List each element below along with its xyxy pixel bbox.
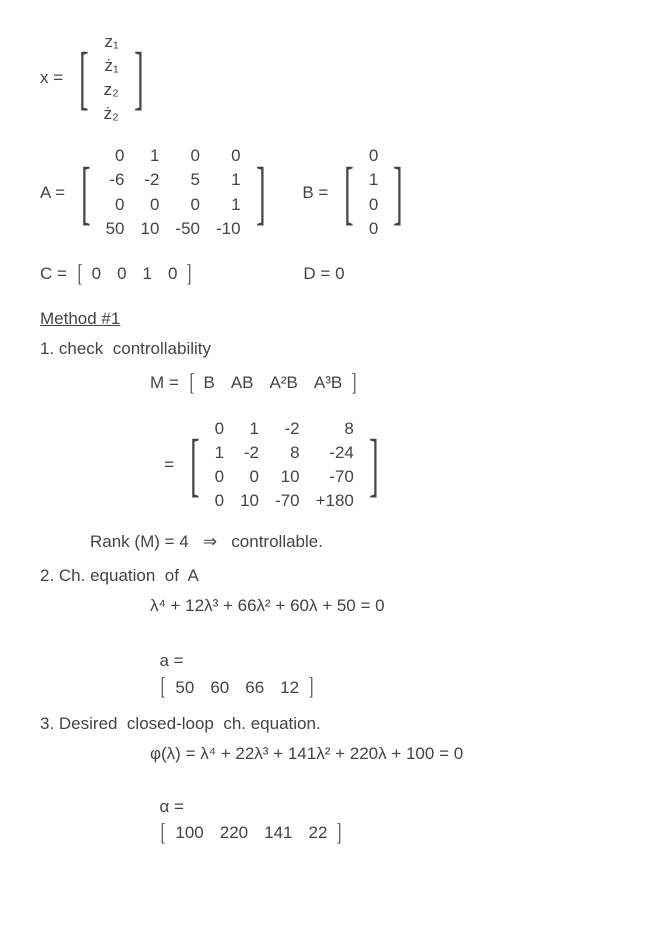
M-label: M = bbox=[150, 372, 179, 394]
method-title: Method #1 bbox=[40, 308, 609, 330]
C-D-row: C = [ 0010 ] D = 0 bbox=[40, 259, 609, 290]
a-label: a = bbox=[159, 650, 183, 672]
A-label: A = bbox=[40, 182, 65, 204]
A-definition: A = [ 0100 -6-251 0001 5010-50-10 ] bbox=[40, 144, 272, 240]
C-definition: C = [ 0010 ] bbox=[40, 259, 193, 290]
step3-title: 3. Desired closed-loop ch. equation. bbox=[40, 713, 609, 735]
A-matrix: [ 0100 -6-251 0001 5010-50-10 ] bbox=[74, 144, 273, 240]
C-matrix: [ 0010 ] bbox=[76, 259, 194, 290]
M-header-matrix: [ BABA²BA³B ] bbox=[188, 368, 359, 399]
alpha-vector: α = [ 10022014122 ] bbox=[150, 773, 609, 849]
alpha-label: α = bbox=[159, 796, 183, 818]
M-matrix: [ 01-28 1-28-24 0010-70 010-70+180 ] bbox=[183, 417, 386, 513]
cell: ż₂ bbox=[96, 102, 127, 126]
step2-title: 2. Ch. equation of A bbox=[40, 565, 609, 587]
C-label: C = bbox=[40, 263, 67, 285]
cell: ż₁ bbox=[96, 54, 127, 78]
cell: z₂ bbox=[96, 78, 127, 102]
step1-title: 1. check controllability bbox=[40, 338, 609, 360]
B-matrix: [ 0 1 0 0 ] bbox=[337, 144, 410, 240]
a-vector: a = [ 50606612 ] bbox=[150, 627, 609, 703]
x-matrix: [ z₁ ż₁ z₂ ż₂ ] bbox=[72, 30, 151, 126]
B-label: B = bbox=[302, 182, 328, 204]
cell: z₁ bbox=[96, 30, 127, 54]
x-definition: x = [ z₁ ż₁ z₂ ż₂ ] bbox=[40, 30, 609, 126]
x-label: x = bbox=[40, 67, 63, 89]
A-B-row: A = [ 0100 -6-251 0001 5010-50-10 ] B = … bbox=[40, 144, 609, 240]
M-header-line: M = [ BABA²BA³B ] bbox=[150, 368, 609, 399]
rank-line: Rank (M) = 4 ⇒ controllable. bbox=[90, 531, 609, 553]
a-matrix: [ 50606612 ] bbox=[159, 672, 315, 703]
phi-eq: φ(λ) = λ⁴ + 22λ³ + 141λ² + 220λ + 100 = … bbox=[150, 743, 609, 765]
B-definition: B = [ 0 1 0 0 ] bbox=[302, 144, 410, 240]
alpha-matrix: [ 10022014122 ] bbox=[159, 818, 343, 849]
char-eq: λ⁴ + 12λ³ + 66λ² + 60λ + 50 = 0 bbox=[150, 595, 609, 617]
D-definition: D = 0 bbox=[303, 263, 344, 285]
M-values: = [ 01-28 1-28-24 0010-70 010-70+180 ] bbox=[150, 417, 609, 513]
